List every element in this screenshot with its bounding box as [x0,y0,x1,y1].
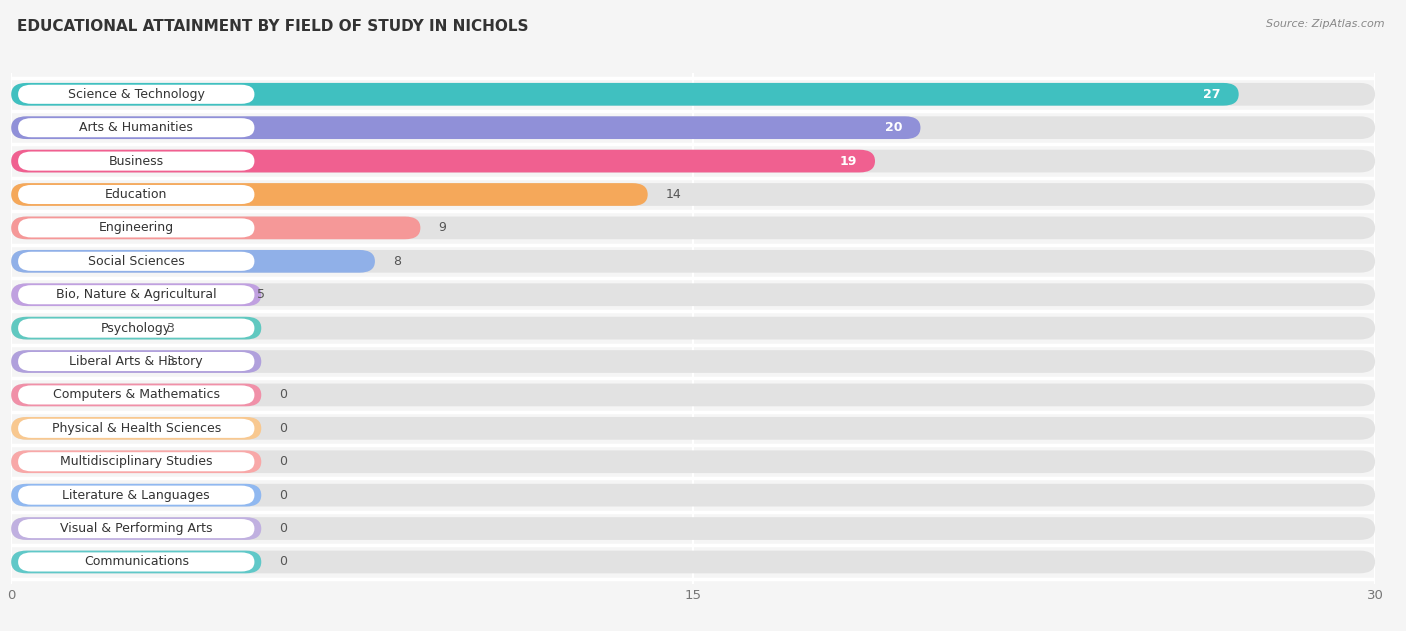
FancyBboxPatch shape [18,352,254,371]
Text: Education: Education [105,188,167,201]
FancyBboxPatch shape [18,452,254,471]
FancyBboxPatch shape [11,83,1375,105]
FancyBboxPatch shape [11,250,375,273]
FancyBboxPatch shape [11,150,875,172]
Text: 5: 5 [257,288,264,301]
FancyBboxPatch shape [11,317,1375,339]
Text: 0: 0 [280,389,287,401]
Text: 9: 9 [439,221,447,234]
Text: 8: 8 [394,255,401,268]
Text: EDUCATIONAL ATTAINMENT BY FIELD OF STUDY IN NICHOLS: EDUCATIONAL ATTAINMENT BY FIELD OF STUDY… [17,19,529,34]
FancyBboxPatch shape [11,283,1375,306]
FancyBboxPatch shape [11,417,262,440]
FancyBboxPatch shape [11,384,262,406]
Text: 3: 3 [166,355,174,368]
FancyBboxPatch shape [11,183,648,206]
FancyBboxPatch shape [18,552,254,572]
FancyBboxPatch shape [18,486,254,505]
FancyBboxPatch shape [11,484,262,507]
FancyBboxPatch shape [11,350,1375,373]
Text: Bio, Nature & Agricultural: Bio, Nature & Agricultural [56,288,217,301]
FancyBboxPatch shape [18,285,254,304]
FancyBboxPatch shape [11,417,1375,440]
FancyBboxPatch shape [11,116,921,139]
Text: Computers & Mathematics: Computers & Mathematics [53,389,219,401]
FancyBboxPatch shape [11,116,1375,139]
FancyBboxPatch shape [11,517,1375,540]
FancyBboxPatch shape [18,419,254,438]
Text: Physical & Health Sciences: Physical & Health Sciences [52,422,221,435]
Text: Engineering: Engineering [98,221,174,234]
Text: Liberal Arts & History: Liberal Arts & History [69,355,202,368]
FancyBboxPatch shape [11,484,1375,507]
FancyBboxPatch shape [11,317,262,339]
FancyBboxPatch shape [18,151,254,170]
Text: Literature & Languages: Literature & Languages [62,488,209,502]
FancyBboxPatch shape [18,118,254,137]
FancyBboxPatch shape [18,218,254,237]
Text: Business: Business [108,155,165,168]
Text: 0: 0 [280,522,287,535]
Text: 0: 0 [280,455,287,468]
FancyBboxPatch shape [11,183,1375,206]
Text: 19: 19 [839,155,856,168]
FancyBboxPatch shape [11,150,1375,172]
FancyBboxPatch shape [11,384,1375,406]
Text: Arts & Humanities: Arts & Humanities [79,121,193,134]
FancyBboxPatch shape [11,350,262,373]
Text: 27: 27 [1204,88,1220,101]
Text: 0: 0 [280,422,287,435]
FancyBboxPatch shape [18,85,254,104]
Text: Source: ZipAtlas.com: Source: ZipAtlas.com [1267,19,1385,29]
Text: 0: 0 [280,488,287,502]
Text: Psychology: Psychology [101,322,172,334]
Text: 20: 20 [884,121,903,134]
FancyBboxPatch shape [18,252,254,271]
FancyBboxPatch shape [18,185,254,204]
Text: Communications: Communications [84,555,188,569]
FancyBboxPatch shape [11,451,1375,473]
Text: 3: 3 [166,322,174,334]
FancyBboxPatch shape [11,216,1375,239]
FancyBboxPatch shape [18,519,254,538]
Text: Visual & Performing Arts: Visual & Performing Arts [60,522,212,535]
Text: Social Sciences: Social Sciences [89,255,184,268]
Text: 0: 0 [280,555,287,569]
FancyBboxPatch shape [11,551,262,574]
FancyBboxPatch shape [18,319,254,338]
FancyBboxPatch shape [11,250,1375,273]
FancyBboxPatch shape [11,517,262,540]
FancyBboxPatch shape [11,551,1375,574]
Text: 14: 14 [666,188,682,201]
FancyBboxPatch shape [11,451,262,473]
FancyBboxPatch shape [11,216,420,239]
FancyBboxPatch shape [11,283,262,306]
FancyBboxPatch shape [11,83,1239,105]
FancyBboxPatch shape [18,386,254,404]
Text: Multidisciplinary Studies: Multidisciplinary Studies [60,455,212,468]
Text: Science & Technology: Science & Technology [67,88,205,101]
